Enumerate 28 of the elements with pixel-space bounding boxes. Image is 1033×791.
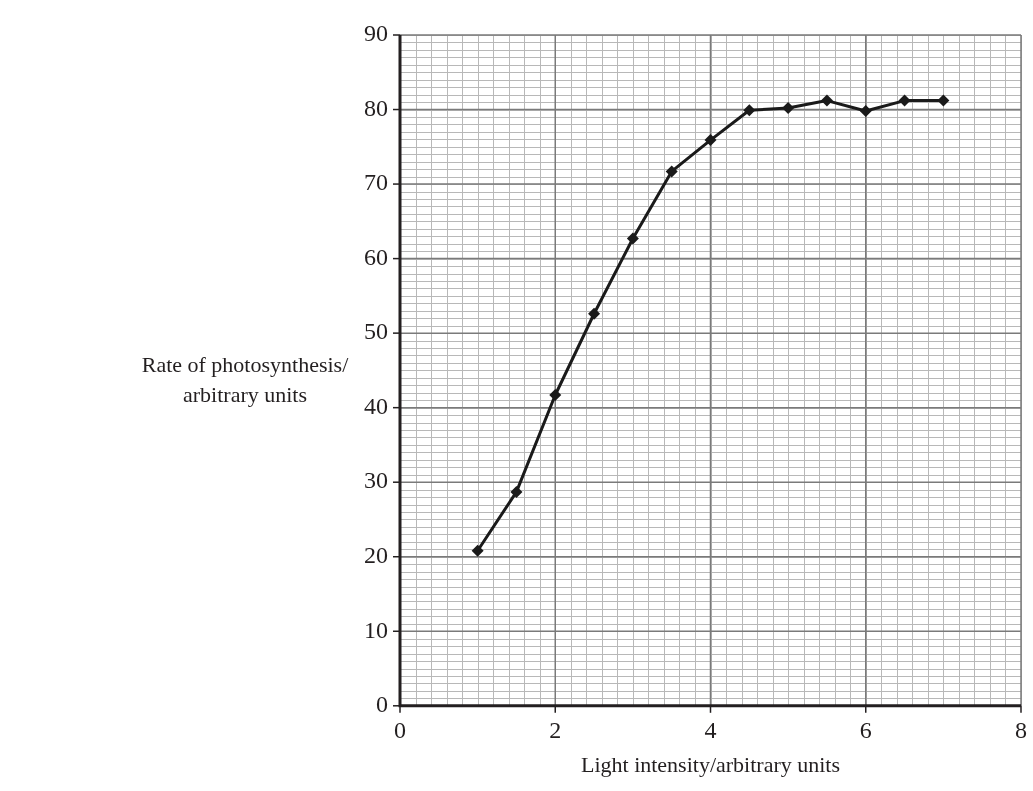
x-tick-label: 8 (1015, 717, 1027, 744)
point (665, 165, 678, 178)
point (510, 485, 523, 498)
point (782, 102, 795, 115)
y-tick-label: 10 (364, 616, 388, 643)
y-tick-label: 20 (364, 542, 388, 569)
x-tick-label: 6 (859, 717, 872, 744)
y-tick-label: 50 (364, 318, 388, 345)
y-axis-title: Rate of photosynthesis/arbitrary units (141, 352, 349, 407)
x-axis-title: Light intensity/arbitrary units (580, 751, 841, 777)
point (549, 389, 562, 401)
point (743, 104, 756, 117)
y-tick-label: 80 (364, 94, 388, 121)
y-tick-label: 40 (364, 392, 388, 419)
point (704, 134, 717, 147)
x-tick-label: 0 (394, 717, 406, 744)
y-tick-label: 70 (364, 169, 388, 196)
point (626, 232, 639, 245)
point (859, 105, 872, 118)
point (820, 94, 833, 107)
x-tick-label: 4 (704, 717, 717, 744)
y-tick-label: 60 (364, 243, 388, 270)
point (471, 544, 484, 557)
x-tick-label: 2 (549, 717, 562, 744)
y-tick-label: 0 (376, 691, 388, 718)
y-tick-label: 30 (364, 467, 388, 494)
point (588, 307, 601, 320)
y-tick-label: 90 (364, 20, 388, 47)
